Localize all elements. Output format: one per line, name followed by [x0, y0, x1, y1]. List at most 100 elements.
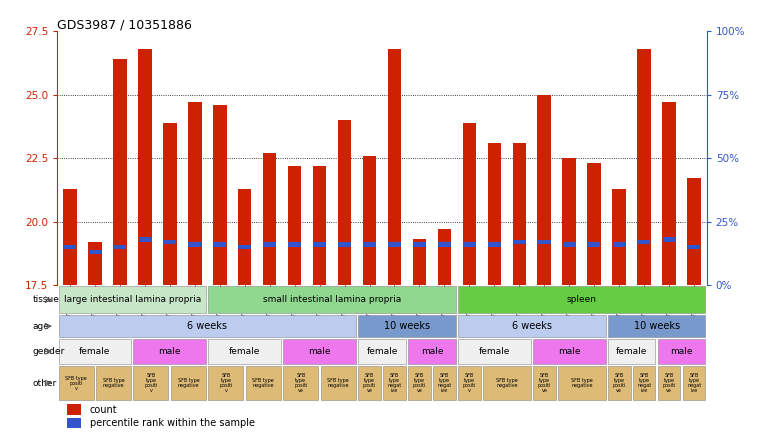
Bar — [238, 245, 251, 250]
Bar — [458, 365, 481, 400]
Text: SFB
type
negat
ive: SFB type negat ive — [637, 373, 652, 393]
Bar — [658, 365, 681, 400]
Bar — [358, 315, 455, 337]
Bar — [338, 120, 351, 285]
Text: SFB type
negative: SFB type negative — [328, 378, 349, 388]
Text: small intestinal lamina propria: small intestinal lamina propria — [263, 295, 401, 304]
Text: SFB
type
positi
ve: SFB type positi ve — [294, 373, 308, 393]
Bar — [63, 189, 76, 285]
Text: SFB type
negative: SFB type negative — [496, 378, 518, 388]
Bar — [433, 365, 455, 400]
Bar — [388, 242, 400, 247]
Text: SFB
type
positi
ve: SFB type positi ve — [662, 373, 676, 393]
Bar — [462, 123, 476, 285]
Text: SFB
type
positi
ve: SFB type positi ve — [413, 373, 426, 393]
Bar — [533, 365, 555, 400]
Bar — [288, 242, 301, 247]
Bar — [209, 365, 244, 400]
Bar — [364, 242, 376, 247]
Bar — [189, 242, 201, 247]
Bar — [483, 365, 531, 400]
Bar — [387, 49, 401, 285]
Text: SFB
type
positi
v: SFB type positi v — [144, 373, 157, 393]
Text: SFB
type
negat
ive: SFB type negat ive — [437, 373, 452, 393]
Bar — [288, 166, 302, 285]
Bar — [413, 239, 426, 285]
Bar — [171, 365, 206, 400]
Text: 10 weeks: 10 weeks — [384, 321, 430, 331]
Bar — [463, 242, 476, 247]
Bar — [613, 189, 626, 285]
Text: gender: gender — [32, 347, 65, 356]
Bar — [134, 365, 168, 400]
Bar — [246, 365, 281, 400]
Text: SFB type
negative: SFB type negative — [177, 378, 199, 388]
Bar — [209, 339, 281, 364]
Bar — [633, 365, 656, 400]
Bar — [263, 153, 277, 285]
Bar — [688, 245, 701, 250]
Bar — [439, 242, 451, 247]
Bar — [608, 315, 705, 337]
Bar — [313, 242, 325, 247]
Bar — [138, 49, 151, 285]
Bar — [89, 250, 101, 254]
Text: SFB
type
positi
ve: SFB type positi ve — [538, 373, 551, 393]
Text: SFB type
positi
v: SFB type positi v — [65, 376, 87, 391]
Text: large intestinal lamina propria: large intestinal lamina propria — [63, 295, 201, 304]
Text: 10 weeks: 10 weeks — [633, 321, 680, 331]
Bar — [283, 339, 356, 364]
Bar — [59, 315, 356, 337]
Bar — [59, 365, 93, 400]
Bar — [213, 105, 226, 285]
Bar — [658, 339, 705, 364]
Bar — [662, 102, 676, 285]
Bar — [488, 242, 500, 247]
Bar — [458, 339, 531, 364]
Text: age: age — [32, 321, 49, 331]
Text: male: male — [158, 347, 181, 356]
Bar — [558, 365, 606, 400]
Bar — [338, 242, 351, 247]
Bar — [88, 242, 102, 285]
Text: SFB
type
positi
v: SFB type positi v — [463, 373, 476, 393]
Bar — [438, 229, 452, 285]
Bar — [67, 417, 81, 428]
Text: tissue: tissue — [32, 295, 59, 304]
Text: female: female — [479, 347, 510, 356]
Bar — [562, 158, 576, 285]
Text: SFB
type
positi
ve: SFB type positi ve — [613, 373, 626, 393]
Bar — [638, 240, 650, 244]
Bar — [513, 143, 526, 285]
Text: count: count — [90, 405, 118, 415]
Text: male: male — [558, 347, 581, 356]
Text: male: male — [309, 347, 331, 356]
Text: SFB
type
positi
v: SFB type positi v — [219, 373, 232, 393]
Bar — [458, 286, 705, 313]
Bar — [188, 102, 202, 285]
Text: female: female — [366, 347, 398, 356]
Bar — [114, 245, 126, 250]
Bar — [458, 315, 606, 337]
Bar — [637, 49, 651, 285]
Bar — [238, 189, 251, 285]
Bar — [321, 365, 356, 400]
Bar — [67, 404, 81, 415]
Bar — [608, 365, 630, 400]
Bar — [408, 339, 455, 364]
Bar — [588, 242, 601, 247]
Bar — [358, 339, 406, 364]
Text: male: male — [671, 347, 693, 356]
Bar — [59, 339, 131, 364]
Bar — [683, 365, 705, 400]
Bar — [96, 365, 131, 400]
Bar — [134, 339, 206, 364]
Bar — [283, 365, 319, 400]
Text: SFB type
negative: SFB type negative — [571, 378, 593, 388]
Bar — [563, 242, 575, 247]
Bar — [413, 242, 426, 247]
Text: female: female — [229, 347, 261, 356]
Bar — [487, 143, 501, 285]
Text: SFB type
negative: SFB type negative — [102, 378, 125, 388]
Bar — [663, 237, 675, 242]
